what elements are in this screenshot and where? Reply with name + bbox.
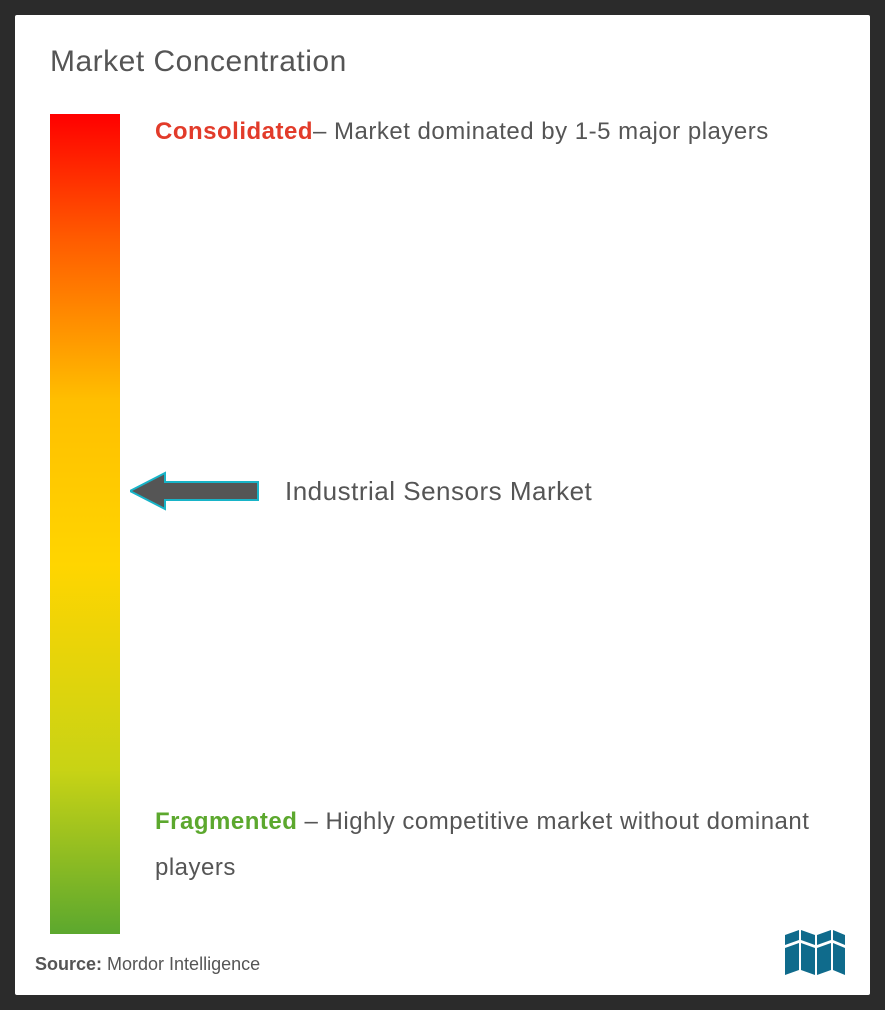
consolidated-desc: – Market dominated by 1-5 major players — [313, 118, 769, 145]
fragmented-bold: Fragmented — [155, 808, 297, 835]
source-value: Mordor Intelligence — [102, 954, 260, 974]
infographic-card: Market Concentration Consolidated– Marke… — [15, 15, 870, 995]
arrow-left-icon — [130, 471, 260, 511]
fragmented-label: Fragmented – Highly competitive market w… — [155, 799, 815, 890]
mordor-logo-icon — [785, 930, 845, 975]
source-label: Source: — [35, 954, 102, 974]
market-marker: Industrial Sensors Market — [130, 471, 592, 511]
concentration-gradient-bar — [50, 114, 120, 934]
consolidated-bold: Consolidated — [155, 118, 313, 145]
consolidated-label: Consolidated– Market dominated by 1-5 ma… — [155, 109, 815, 155]
source-footer: Source: Mordor Intelligence — [35, 954, 260, 975]
market-name: Industrial Sensors Market — [285, 476, 592, 507]
content-area: Consolidated– Market dominated by 1-5 ma… — [50, 114, 835, 934]
page-title: Market Concentration — [50, 45, 835, 79]
